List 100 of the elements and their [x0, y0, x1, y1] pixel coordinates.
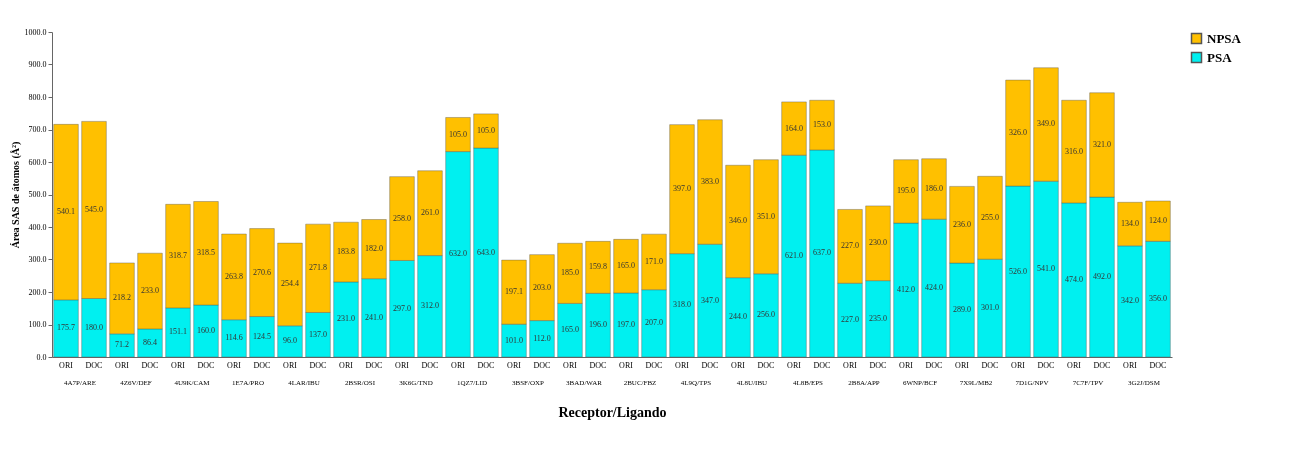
data-label: 356.0: [1149, 294, 1167, 304]
data-label: 261.0: [421, 208, 439, 218]
data-label: 197.0: [617, 319, 635, 329]
x-tick-label: DOC: [365, 361, 383, 370]
y-tick-label: 500.0: [28, 190, 47, 199]
y-tick-label: 700.0: [28, 125, 47, 134]
x-tick-label: ORI: [731, 361, 746, 370]
data-label: 96.0: [283, 336, 297, 346]
x-tick-label: DOC: [253, 361, 271, 370]
x-tick-label: DOC: [309, 361, 327, 370]
data-label: 218.2: [113, 293, 131, 303]
data-label: 540.1: [57, 207, 75, 217]
data-label: 637.0: [813, 248, 831, 258]
x-tick-label: DOC: [869, 361, 887, 370]
data-label: 545.0: [85, 204, 103, 214]
data-label: 271.8: [309, 263, 327, 273]
data-label: 318.7: [169, 251, 187, 261]
x-tick-label: DOC: [1037, 361, 1055, 370]
data-label: 231.0: [337, 314, 355, 324]
data-label: 541.0: [1037, 264, 1055, 274]
x-tick-label: ORI: [339, 361, 354, 370]
data-label: 351.0: [757, 211, 775, 221]
data-label: 137.0: [309, 329, 327, 339]
data-label: 289.0: [953, 305, 971, 315]
data-label: 397.0: [673, 184, 691, 194]
data-label: 171.0: [645, 256, 663, 266]
legend-label: PSA: [1207, 49, 1233, 65]
data-label: 342.0: [1121, 296, 1139, 306]
x-tick-label: ORI: [955, 361, 970, 370]
data-label: 254.4: [281, 279, 299, 289]
x-tick-label: ORI: [395, 361, 410, 370]
data-label: 186.0: [925, 183, 943, 193]
x-tick-label: ORI: [59, 361, 74, 370]
data-label: 134.0: [1121, 219, 1139, 229]
y-tick-label: 300.0: [28, 255, 47, 264]
data-label: 297.0: [393, 303, 411, 313]
y-tick-label: 900.0: [28, 60, 47, 69]
data-label: 255.0: [981, 212, 999, 222]
data-label: 180.0: [85, 322, 103, 332]
data-label: 621.0: [785, 251, 803, 261]
data-label: 526.0: [1009, 266, 1027, 276]
x-tick-label: DOC: [1093, 361, 1111, 370]
legend-label: NPSA: [1207, 30, 1242, 46]
y-tick-label: 0.0: [36, 352, 47, 362]
data-label: 412.0: [897, 285, 915, 295]
x-tick-label: ORI: [675, 361, 690, 370]
y-tick-label: 800.0: [28, 92, 47, 102]
data-label: 207.0: [645, 318, 663, 328]
y-tick-label: 1000.0: [24, 27, 47, 37]
x-tick-label: ORI: [1123, 361, 1138, 370]
x-tick-label: ORI: [507, 361, 522, 370]
data-label: 312.0: [421, 301, 439, 311]
data-label: 318.0: [673, 300, 691, 310]
data-label: 236.0: [953, 219, 971, 229]
data-label: 321.0: [1093, 139, 1111, 149]
x-tick-label: DOC: [141, 361, 159, 370]
data-label: 101.0: [505, 335, 523, 345]
data-label: 235.0: [869, 313, 887, 323]
data-label: 492.0: [1093, 272, 1111, 282]
data-label: 263.8: [225, 271, 243, 281]
data-label: 383.0: [701, 176, 719, 186]
x-tick-label: DOC: [701, 361, 719, 370]
data-label: 258.0: [393, 213, 411, 223]
data-label: 175.7: [57, 323, 75, 333]
data-label: 643.0: [477, 247, 495, 257]
x-tick-label: ORI: [115, 361, 130, 370]
data-label: 165.0: [617, 261, 635, 271]
data-label: 86.4: [143, 337, 157, 347]
x-tick-label: DOC: [197, 361, 215, 370]
data-label: 318.5: [197, 248, 215, 258]
x-tick-label: ORI: [171, 361, 186, 370]
x-tick-label: ORI: [843, 361, 858, 370]
data-label: 124.5: [253, 331, 271, 341]
data-label: 124.0: [1149, 216, 1167, 226]
x-axis-title: Receptor/Ligando: [558, 404, 667, 420]
data-label: 196.0: [589, 320, 607, 330]
data-label: 195.0: [897, 186, 915, 196]
y-tick-label: 400.0: [28, 222, 47, 232]
x-tick-label: ORI: [787, 361, 802, 370]
data-label: 197.1: [505, 287, 523, 297]
data-label: 183.8: [337, 247, 355, 257]
x-tick-label: DOC: [645, 361, 663, 370]
x-tick-label: ORI: [227, 361, 242, 370]
x-tick-label: ORI: [283, 361, 298, 370]
data-label: 227.0: [841, 315, 859, 325]
x-tick-label: ORI: [451, 361, 466, 370]
data-label: 270.6: [253, 267, 271, 277]
data-label: 230.0: [869, 238, 887, 248]
x-tick-label: DOC: [533, 361, 551, 370]
y-tick-label: 600.0: [28, 157, 47, 167]
x-tick-label: ORI: [563, 361, 578, 370]
data-label: 301.0: [981, 303, 999, 313]
data-label: 474.0: [1065, 274, 1083, 284]
data-label: 185.0: [561, 268, 579, 278]
data-label: 153.0: [813, 120, 831, 130]
x-tick-label: DOC: [1149, 361, 1167, 370]
x-tick-label: DOC: [589, 361, 607, 370]
x-tick-label: DOC: [925, 361, 943, 370]
data-label: 182.0: [365, 244, 383, 254]
data-label: 164.0: [785, 123, 803, 133]
